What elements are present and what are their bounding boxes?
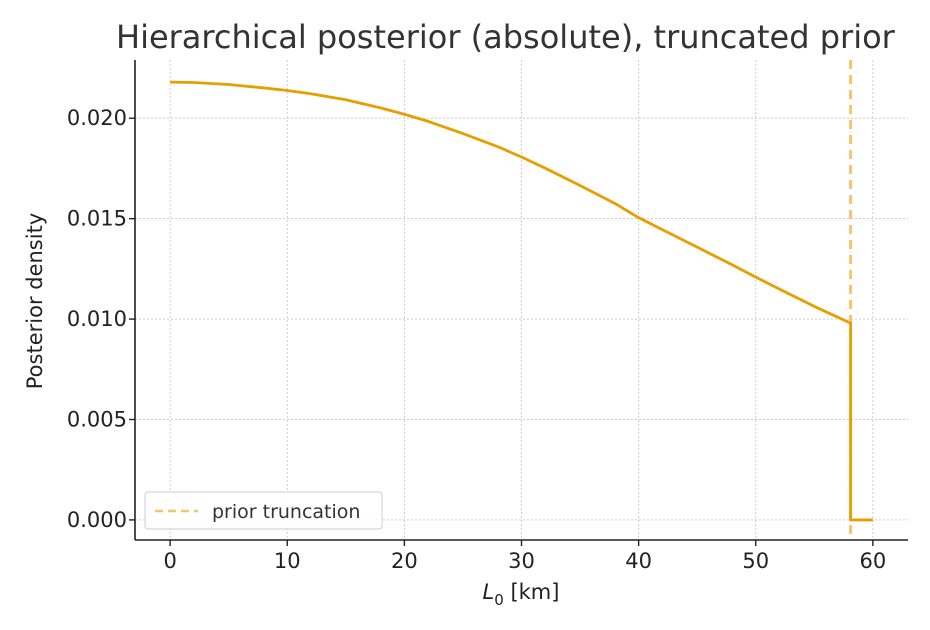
x-tick-label-2: 20 bbox=[391, 549, 418, 573]
y-tick-label-2: 0.010 bbox=[67, 307, 127, 331]
x-axis-label-unit-spacer bbox=[504, 580, 511, 604]
legend-box bbox=[144, 491, 383, 530]
x-axis-label: L0 [km] bbox=[483, 580, 560, 609]
chart-title: Hierarchical posterior (absolute), trunc… bbox=[116, 18, 896, 56]
data-layer bbox=[170, 60, 873, 540]
x-tick-label-1: 10 bbox=[274, 549, 301, 573]
x-tick-label-0: 0 bbox=[163, 549, 176, 573]
y-axis-label: Posterior density bbox=[23, 213, 47, 389]
x-axis-label-unit: [km] bbox=[510, 580, 559, 604]
posterior-density-curve bbox=[170, 80, 873, 522]
y-tick-label-4: 0.020 bbox=[67, 106, 127, 130]
labels-layer: Hierarchical posterior (absolute), trunc… bbox=[23, 18, 896, 609]
x-tick-label-6: 60 bbox=[859, 549, 886, 573]
x-tick-label-4: 40 bbox=[625, 549, 652, 573]
x-axis-label-subscript: 0 bbox=[494, 591, 504, 609]
y-tick-label-3: 0.015 bbox=[67, 207, 127, 231]
x-tick-label-5: 50 bbox=[742, 549, 769, 573]
x-tick-label-3: 30 bbox=[508, 549, 535, 573]
legend-label-prior-truncation: prior truncation bbox=[212, 501, 360, 523]
grid-layer bbox=[135, 60, 908, 540]
y-tick-label-1: 0.005 bbox=[67, 407, 127, 431]
axes-layer: 0 10 20 30 40 50 60 0.000 0.005 0.010 0.015 0.020 bbox=[67, 60, 908, 573]
legend: prior truncation bbox=[144, 491, 383, 530]
x-axis-label-main: L bbox=[483, 580, 495, 604]
y-tick-label-0: 0.000 bbox=[67, 508, 127, 532]
